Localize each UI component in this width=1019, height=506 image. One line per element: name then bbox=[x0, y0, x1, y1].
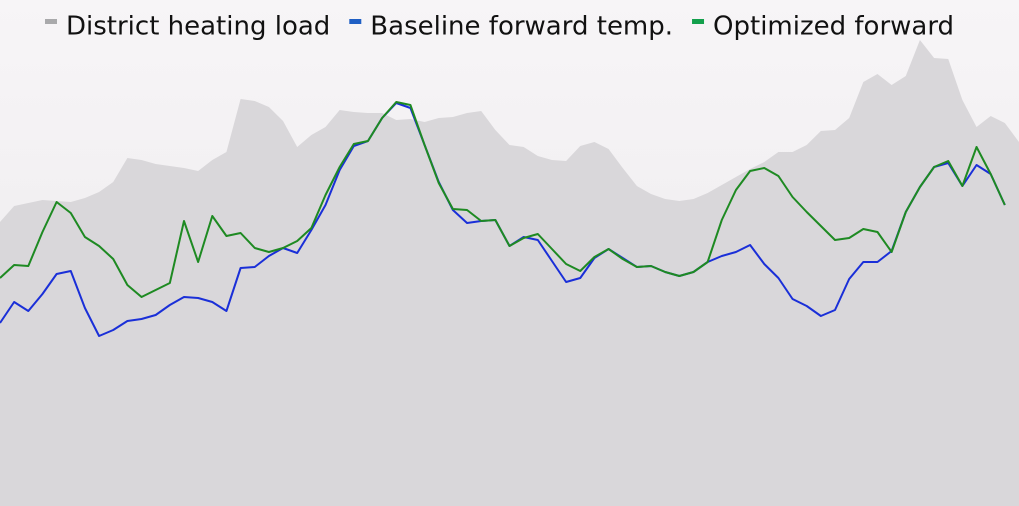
legend-label: District heating load bbox=[66, 12, 330, 42]
legend-item: Optimized forward bbox=[692, 12, 954, 42]
legend-item: Baseline forward temp. bbox=[349, 12, 673, 42]
legend-label: Optimized forward bbox=[713, 12, 954, 42]
legend-swatch bbox=[349, 19, 362, 24]
legend-swatch bbox=[45, 19, 57, 24]
legend-label: Baseline forward temp. bbox=[370, 12, 673, 42]
legend-swatch bbox=[692, 19, 705, 24]
area bbox=[0, 40, 1019, 506]
line bbox=[0, 101, 1006, 298]
legend-item: District heating load bbox=[45, 12, 330, 42]
